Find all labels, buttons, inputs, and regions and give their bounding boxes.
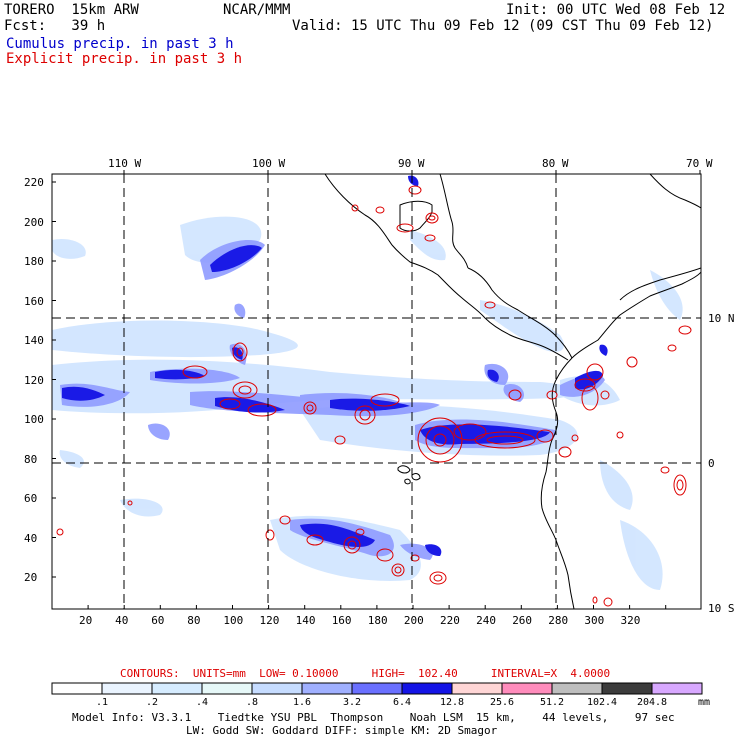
explicit-contours (56, 185, 692, 607)
y-grid-label: 80 (24, 452, 38, 466)
y-grid-label: 200 (24, 215, 44, 229)
colorbar-swatch (451, 682, 503, 695)
x-grid-label: 20 (79, 614, 93, 627)
lon-label-100w: 100 W (252, 157, 286, 170)
colorbar-label: 102.4 (586, 697, 618, 708)
y-grid-label: 20 (24, 571, 38, 584)
axis-ticks (51, 170, 701, 609)
graticule (52, 174, 701, 609)
y-grid-label: 120 (24, 373, 44, 387)
precip-fill-layer (52, 175, 683, 590)
lat-label-10n: 10 N (708, 312, 735, 325)
model-info: Model Info: V3.3.1 Tiedtke YSU PBL Thomp… (72, 711, 675, 724)
x-grid-label: 240 (476, 614, 496, 627)
x-grid-label: 120 (259, 614, 280, 627)
colorbar-label: .2 (145, 697, 159, 708)
y-grid-label: 140 (24, 334, 44, 347)
x-grid-label: 100 (223, 614, 244, 627)
y-grid-label: 180 (24, 255, 44, 268)
lon-label-110w: 110 W (108, 157, 142, 170)
colorbar-swatch (501, 682, 553, 695)
colorbar-swatch (101, 682, 153, 695)
lon-label-80w: 80 W (542, 157, 569, 170)
lat-label-0: 0 (708, 457, 715, 470)
y-grid-label: 220 (24, 176, 44, 189)
coastlines (324, 174, 701, 609)
model-physics: LW: Godd SW: Goddard DIFF: simple KM: 2D… (186, 724, 498, 737)
colorbar-swatch (251, 682, 303, 695)
colorbar-label: .1 (95, 697, 109, 708)
x-grid-label: 260 (512, 614, 533, 627)
colorbar-swatch (551, 682, 603, 695)
forecast-hour: Fcst: 39 h (4, 18, 106, 34)
colorbar-label: 12.8 (439, 697, 465, 708)
x-grid-label: 60 (151, 614, 165, 627)
y-grid-label: 60 (24, 492, 38, 505)
x-grid-label: 300 (584, 614, 605, 627)
x-grid-label: 200 (403, 614, 424, 627)
lat-label-10s: 10 S (708, 602, 735, 615)
colorbar-swatch (351, 682, 403, 695)
colorbar-swatch (601, 682, 653, 695)
lon-label-70w: 70 W (686, 157, 713, 170)
colorbar-label: 51.2 (539, 697, 565, 708)
legend-explicit: Explicit precip. in past 3 h (6, 51, 243, 67)
legend-cumulus: Cumulus precip. in past 3 h (6, 36, 234, 52)
colorbar-swatch (151, 682, 203, 695)
x-grid-label: 320 (620, 614, 641, 627)
y-grid-label: 40 (24, 531, 38, 545)
colorbar-label: .4 (195, 697, 209, 708)
colorbar-label: 3.2 (342, 697, 362, 708)
lon-label-90w: 90 W (398, 157, 425, 170)
x-grid-label: 80 (187, 614, 201, 627)
colorbar-unit: mm (698, 697, 711, 708)
colorbar-swatch (201, 682, 253, 695)
colorbar-label: 25.6 (489, 697, 515, 708)
x-grid-label: 160 (331, 614, 352, 627)
colorbar-label: .8 (245, 697, 259, 708)
colorbar-swatch (401, 682, 453, 695)
x-grid-label: 140 (295, 614, 316, 627)
organization: NCAR/MMM (223, 2, 291, 18)
colorbar-label: 204.8 (636, 697, 668, 708)
x-grid-label: 40 (115, 614, 129, 627)
colorbar-label: 1.6 (292, 697, 312, 708)
colorbar-swatch (301, 682, 353, 695)
model-title: TORERO 15km ARW (4, 2, 139, 18)
contour-info: CONTOURS: UNITS=mm LOW= 0.10000 HIGH= 10… (120, 667, 611, 680)
init-time: Init: 00 UTC Wed 08 Feb 12 (506, 2, 726, 18)
y-grid-label: 160 (24, 294, 44, 308)
colorbar-swatch (651, 682, 703, 695)
x-grid-label: 180 (367, 614, 388, 627)
colorbar (51, 682, 703, 695)
y-grid-label: 100 (24, 413, 44, 426)
x-grid-label: 280 (548, 614, 569, 627)
colorbar-label: 6.4 (392, 697, 412, 708)
valid-time: Valid: 15 UTC Thu 09 Feb 12 (09 CST Thu … (292, 18, 714, 34)
x-grid-label: 220 (440, 614, 460, 627)
colorbar-swatch (51, 682, 103, 695)
